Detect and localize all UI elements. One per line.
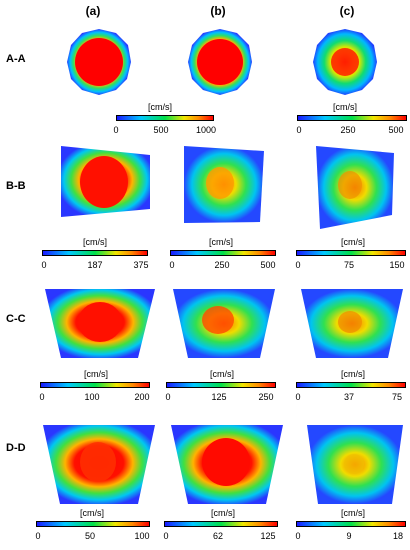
tick-d-d-b-1: 62 <box>212 531 224 541</box>
contour-c-c-c <box>301 289 403 358</box>
tick-d-d-a-2: 100 <box>134 531 150 541</box>
tick-d-d-c-1: 9 <box>346 531 352 541</box>
tick-b-b-b-1: 250 <box>214 260 230 270</box>
tick-a-a-c-1: 250 <box>340 125 356 135</box>
tick-b-b-a-2: 375 <box>133 260 149 270</box>
tick-d-d-a-1: 50 <box>84 531 96 541</box>
unit-b-b-c: [cm/s] <box>341 237 365 247</box>
tick-c-c-c-2: 75 <box>391 392 403 402</box>
colorbar-d-d-b <box>164 521 278 527</box>
unit-b-b-b: [cm/s] <box>209 237 233 247</box>
contour-a-a-b <box>188 29 252 95</box>
column-label-a: (a) <box>85 4 101 18</box>
colorbar-a-a-a <box>116 115 214 121</box>
tick-d-d-b-0: 0 <box>163 531 169 541</box>
unit-a-a-c: [cm/s] <box>333 102 357 112</box>
unit-b-b-a: [cm/s] <box>83 237 107 247</box>
contour-d-d-c <box>307 425 403 504</box>
colorbar-c-c-b <box>166 382 276 388</box>
unit-d-d-a: [cm/s] <box>80 508 104 518</box>
row-label-a-a: A-A <box>6 53 26 65</box>
colorbar-b-b-b <box>170 250 276 256</box>
tick-b-b-c-0: 0 <box>295 260 301 270</box>
contour-c-c-b <box>173 289 275 358</box>
tick-a-a-a-2: 1000 <box>195 125 217 135</box>
tick-d-d-a-0: 0 <box>35 531 41 541</box>
tick-d-d-c-0: 0 <box>295 531 301 541</box>
contour-a-a-c <box>313 29 377 95</box>
tick-c-c-b-1: 125 <box>211 392 227 402</box>
row-label-c-c: C-C <box>6 313 26 325</box>
unit-c-c-b: [cm/s] <box>210 369 234 379</box>
tick-a-a-a-1: 500 <box>153 125 169 135</box>
tick-d-d-c-2: 18 <box>392 531 404 541</box>
colorbar-a-a-c <box>297 115 407 121</box>
colorbar-c-c-a <box>40 382 150 388</box>
row-label-b-b: B-B <box>6 180 26 192</box>
contour-d-d-b <box>171 425 283 504</box>
tick-b-b-a-0: 0 <box>41 260 47 270</box>
tick-a-a-a-0: 0 <box>113 125 119 135</box>
column-label-c: (c) <box>339 4 355 18</box>
contour-b-b-c <box>316 146 394 229</box>
contour-c-c-a <box>45 289 155 358</box>
row-label-d-d: D-D <box>6 442 26 454</box>
tick-c-c-a-0: 0 <box>39 392 45 402</box>
contour-b-b-a <box>61 146 150 217</box>
tick-c-c-a-2: 200 <box>134 392 150 402</box>
colorbar-b-b-a <box>42 250 148 256</box>
unit-c-c-a: [cm/s] <box>84 369 108 379</box>
tick-c-c-b-2: 250 <box>258 392 274 402</box>
tick-c-c-c-1: 37 <box>343 392 355 402</box>
tick-a-a-c-0: 0 <box>296 125 302 135</box>
contour-b-b-b <box>184 146 264 223</box>
tick-a-a-c-2: 500 <box>388 125 404 135</box>
tick-b-b-c-1: 75 <box>343 260 355 270</box>
tick-c-c-a-1: 100 <box>84 392 100 402</box>
unit-c-c-c: [cm/s] <box>341 369 365 379</box>
tick-b-b-a-1: 187 <box>87 260 103 270</box>
tick-b-b-c-2: 150 <box>389 260 405 270</box>
unit-a-a-a: [cm/s] <box>148 102 172 112</box>
tick-c-c-c-0: 0 <box>295 392 301 402</box>
column-label-b: (b) <box>210 4 226 18</box>
tick-b-b-b-2: 500 <box>260 260 276 270</box>
colorbar-d-d-c <box>296 521 406 527</box>
tick-d-d-b-2: 125 <box>260 531 276 541</box>
tick-b-b-b-0: 0 <box>169 260 175 270</box>
contour-a-a-a <box>67 29 131 95</box>
colorbar-b-b-c <box>296 250 406 256</box>
tick-c-c-b-0: 0 <box>165 392 171 402</box>
unit-d-d-c: [cm/s] <box>341 508 365 518</box>
colorbar-c-c-c <box>296 382 406 388</box>
unit-d-d-b: [cm/s] <box>211 508 235 518</box>
contour-d-d-a <box>43 425 155 504</box>
colorbar-d-d-a <box>36 521 150 527</box>
